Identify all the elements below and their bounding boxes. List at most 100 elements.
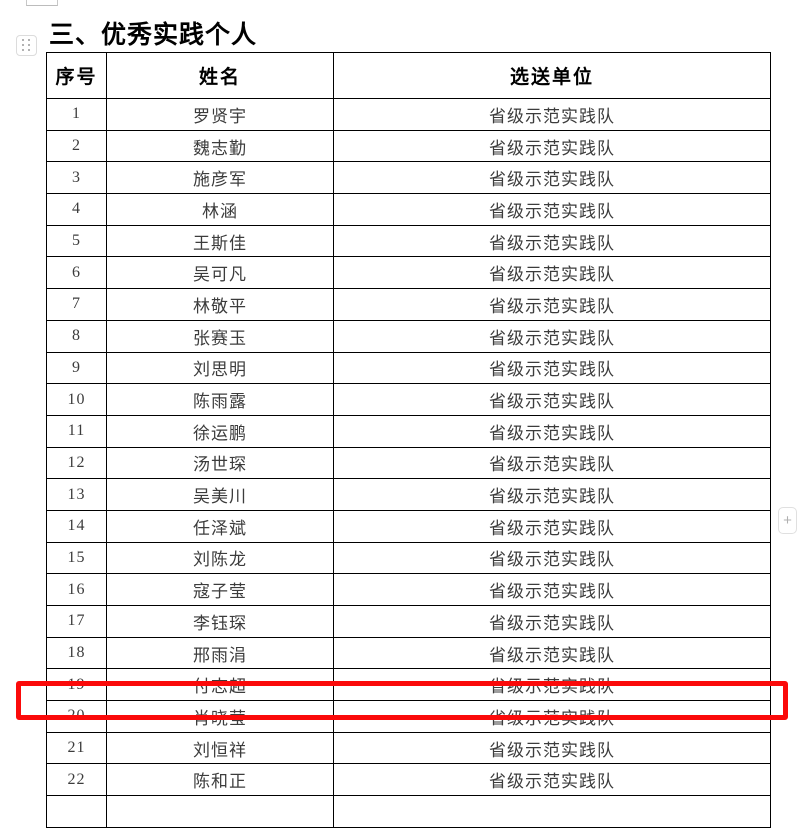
cell-index: 16	[46, 573, 107, 606]
cell-unit: 省级示范实践队	[333, 509, 771, 543]
cell-index: 2	[46, 129, 107, 163]
cell-name: 李钰琛	[106, 605, 334, 638]
add-button[interactable]: +	[778, 507, 797, 534]
table-row[interactable]	[46, 795, 771, 828]
cell-name: 邢雨涓	[106, 636, 334, 670]
table-row[interactable]: 11 徐运鹏 省级示范实践队	[46, 414, 771, 448]
cell-name: 王斯佳	[106, 224, 334, 258]
cell-index: 18	[46, 636, 107, 670]
cell-name: 肖晓莹	[106, 700, 334, 733]
table-row[interactable]: 20 肖晓莹 省级示范实践队	[46, 700, 771, 733]
table-row[interactable]: 18 邢雨涓 省级示范实践队	[46, 636, 771, 670]
cell-name: 付志超	[106, 668, 334, 702]
cell-unit: 省级示范实践队	[333, 383, 771, 416]
cell-unit: 省级示范实践队	[333, 605, 771, 638]
cell-unit: 省级示范实践队	[333, 446, 771, 480]
cell-index: 11	[46, 414, 107, 448]
table-row[interactable]: 16 寇子莹 省级示范实践队	[46, 573, 771, 606]
table-row[interactable]: 10 陈雨露 省级示范实践队	[46, 383, 771, 416]
cell-unit: 省级示范实践队	[333, 288, 771, 321]
cell-index: 9	[46, 351, 107, 385]
column-header-index: 序号	[46, 52, 107, 99]
cell-unit: 省级示范实践队	[333, 414, 771, 448]
table-header: 序号 姓名 选送单位	[46, 52, 771, 99]
table-row[interactable]: 19 付志超 省级示范实践队	[46, 668, 771, 702]
table-header-row: 序号 姓名 选送单位	[46, 52, 771, 99]
table-row[interactable]: 4 林涵 省级示范实践队	[46, 193, 771, 226]
column-header-name: 姓名	[106, 52, 334, 99]
cell-name: 刘恒祥	[106, 731, 334, 765]
table-row[interactable]: 9 刘思明 省级示范实践队	[46, 351, 771, 385]
cell-index: 4	[46, 193, 107, 226]
cell-name: 林敬平	[106, 288, 334, 321]
table-row[interactable]: 2 魏志勤 省级示范实践队	[46, 129, 771, 163]
cell-name: 魏志勤	[106, 129, 334, 163]
cell-unit: 省级示范实践队	[333, 256, 771, 290]
drag-dots-glyph	[22, 39, 31, 52]
cell-unit: 省级示范实践队	[333, 478, 771, 511]
table-row[interactable]: 15 刘陈龙 省级示范实践队	[46, 541, 771, 575]
cell-index: 6	[46, 256, 107, 290]
section-heading-row: 三、优秀实践个人	[0, 13, 802, 56]
table-row[interactable]: 3 施彦军 省级示范实践队	[46, 161, 771, 195]
cell-unit: 省级示范实践队	[333, 573, 771, 606]
cell-index: 8	[46, 319, 107, 353]
cell-name: 吴美川	[106, 478, 334, 511]
cell-index: 21	[46, 731, 107, 765]
cell-name: 寇子莹	[106, 573, 334, 606]
table-row[interactable]: 6 吴可凡 省级示范实践队	[46, 256, 771, 290]
cell-name: 吴可凡	[106, 256, 334, 290]
cell-unit: 省级示范实践队	[333, 731, 771, 765]
table-row[interactable]: 8 张赛玉 省级示范实践队	[46, 319, 771, 353]
table-row[interactable]: 7 林敬平 省级示范实践队	[46, 288, 771, 321]
table-row[interactable]: 5 王斯佳 省级示范实践队	[46, 224, 771, 258]
cell-index: 15	[46, 541, 107, 575]
cell-index: 3	[46, 161, 107, 195]
cell-index: 5	[46, 224, 107, 258]
award-list-table: 序号 姓名 选送单位 1 罗贤宇 省级示范实践队 2 魏志勤 省级示范实践队 3 施彦军 省级示…	[46, 52, 771, 828]
cell-name: 陈雨露	[106, 383, 334, 416]
cell-unit: 省级示范实践队	[333, 668, 771, 702]
cell-unit: 省级示范实践队	[333, 351, 771, 385]
cell-index: 17	[46, 605, 107, 638]
cell-unit: 省级示范实践队	[333, 129, 771, 163]
table-row[interactable]: 17 李钰琛 省级示范实践队	[46, 605, 771, 638]
cell-name: 汤世琛	[106, 446, 334, 480]
cell-name: 任泽斌	[106, 509, 334, 543]
cell-index: 7	[46, 288, 107, 321]
cell-index: 20	[46, 700, 107, 733]
table-row[interactable]: 12 汤世琛 省级示范实践队	[46, 446, 771, 480]
cell-name	[106, 795, 334, 828]
cell-index: 14	[46, 509, 107, 543]
cell-index: 1	[46, 98, 107, 131]
cell-index	[46, 795, 107, 828]
table-row[interactable]: 13 吴美川 省级示范实践队	[46, 478, 771, 511]
drag-dots-icon[interactable]	[16, 35, 37, 56]
cell-name: 徐运鹏	[106, 414, 334, 448]
cell-unit: 省级示范实践队	[333, 193, 771, 226]
column-header-unit: 选送单位	[333, 52, 771, 99]
table-body: 1 罗贤宇 省级示范实践队 2 魏志勤 省级示范实践队 3 施彦军 省级示范实践队 4 林涵 省级示范…	[46, 98, 771, 828]
cell-unit: 省级示范实践队	[333, 636, 771, 670]
cell-unit: 省级示范实践队	[333, 161, 771, 195]
cell-index: 10	[46, 383, 107, 416]
cell-unit: 省级示范实践队	[333, 224, 771, 258]
cell-index: 19	[46, 668, 107, 702]
cell-name: 罗贤宇	[106, 98, 334, 131]
cell-unit: 省级示范实践队	[333, 98, 771, 131]
table-row[interactable]: 21 刘恒祥 省级示范实践队	[46, 731, 771, 765]
cell-name: 刘思明	[106, 351, 334, 385]
table-row[interactable]: 14 任泽斌 省级示范实践队	[46, 509, 771, 543]
page-title: 三、优秀实践个人	[49, 21, 258, 49]
cell-name: 刘陈龙	[106, 541, 334, 575]
table-row[interactable]: 1 罗贤宇 省级示范实践队	[46, 98, 771, 131]
cell-unit	[333, 795, 771, 828]
cell-unit: 省级示范实践队	[333, 319, 771, 353]
cell-index: 13	[46, 478, 107, 511]
cell-unit: 省级示范实践队	[333, 700, 771, 733]
cell-name: 张赛玉	[106, 319, 334, 353]
cell-name: 林涵	[106, 193, 334, 226]
cell-name: 施彦军	[106, 161, 334, 195]
clipped-element-above	[26, 0, 58, 6]
cell-index: 12	[46, 446, 107, 480]
